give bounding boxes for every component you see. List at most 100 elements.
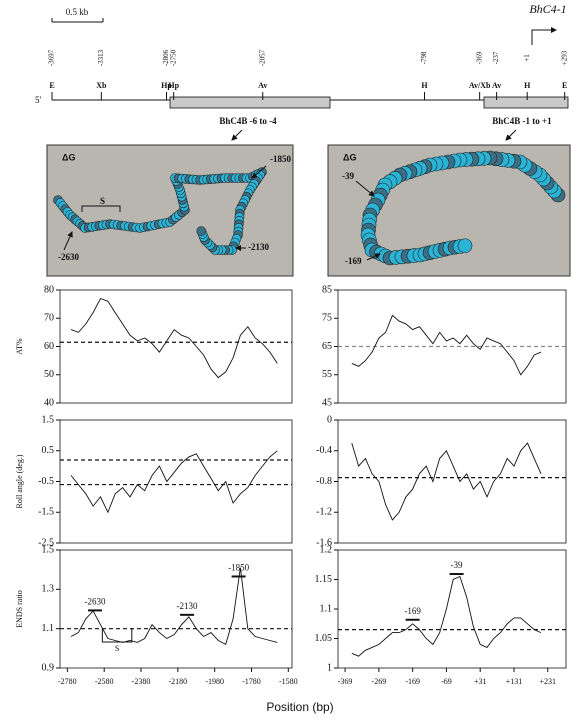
site-label: Xb [96, 81, 107, 90]
y-tick-label: 1 [327, 662, 332, 673]
y-tick-label: 1.2 [320, 544, 333, 555]
x-tick-label: -1980 [205, 677, 224, 686]
map-position: -2750 [169, 49, 177, 66]
plot-frame [59, 549, 293, 669]
y-tick-label: 1.1 [42, 623, 55, 634]
site-label: Av [258, 81, 267, 90]
y-tick-label: 0.9 [42, 662, 55, 673]
y-tick-label: -1.6 [316, 537, 332, 548]
peak-label: -2630 [84, 596, 105, 606]
site-label: E [562, 81, 567, 90]
site-label: Hp [168, 81, 179, 90]
image-label: -2630 [58, 252, 79, 262]
map-position: -369 [475, 51, 483, 64]
map-position: -2806 [162, 49, 170, 66]
y-tick-label: 1.5 [42, 544, 55, 555]
region-label: BhC4B -1 to +1 [492, 116, 552, 126]
y-tick-label: -2.5 [38, 537, 54, 548]
image-pointer [63, 231, 73, 251]
y-tick-label: 80 [44, 284, 54, 295]
y-tick-label: 0.5 [42, 445, 55, 456]
map-position: -3697 [48, 49, 56, 66]
image-label: -2130 [248, 242, 269, 252]
dna-bead [457, 238, 473, 254]
image-title: ΔG [343, 152, 356, 162]
x-tick-label: -2380 [132, 677, 151, 686]
x-tick-label: -2580 [95, 677, 114, 686]
data-line [351, 575, 542, 657]
y-tick-label: 1.05 [315, 633, 333, 644]
data-line [351, 442, 542, 521]
y-tick-label: 1.3 [42, 584, 55, 595]
plot-frame [337, 419, 567, 544]
data-line [351, 314, 542, 376]
map-position: -2057 [258, 49, 266, 66]
site-label: H [524, 81, 531, 90]
x-tick-label: -269 [372, 677, 387, 686]
x-tick-label: +31 [474, 677, 487, 686]
x-tick-label: -369 [338, 677, 353, 686]
peak-label: -2130 [177, 601, 198, 611]
y-tick-label: 0 [327, 414, 332, 425]
data-line [70, 567, 278, 646]
x-tick-label: -69 [441, 677, 452, 686]
y-axis-title: ENDS ratio [15, 590, 24, 628]
map-position: -237 [492, 51, 500, 64]
region-box [169, 96, 331, 109]
x-tick-label: -2180 [169, 677, 188, 686]
plot-frame [59, 419, 293, 544]
x-tick-label: +231 [540, 677, 557, 686]
map-position: +1 [523, 54, 531, 62]
x-tick-label: -1780 [242, 677, 261, 686]
y-tick-label: 1.5 [42, 414, 55, 425]
y-tick-label: 45 [322, 397, 332, 408]
peak-label: -1850 [228, 563, 249, 573]
x-tick-label: -169 [405, 677, 420, 686]
x-axis-title: Position (bp) [266, 700, 333, 714]
plot-frame [59, 289, 293, 404]
site-label: H [421, 81, 428, 90]
map-position: -3313 [97, 49, 105, 66]
five-prime: 5' [35, 95, 42, 105]
y-tick-label: -1.2 [316, 507, 332, 518]
site-label: Av [492, 81, 501, 90]
x-tick-label: -1580 [279, 677, 298, 686]
scale-bar-label: 0.5 kb [66, 7, 89, 17]
tss-arrow [531, 27, 557, 45]
y-tick-label: 85 [322, 284, 332, 295]
y-tick-label: 55 [322, 369, 332, 380]
site-label: E [49, 81, 54, 90]
region-label: BhC4B -6 to -4 [219, 116, 277, 126]
region-box [483, 96, 569, 109]
y-tick-label: 65 [322, 341, 332, 352]
image-label: S [100, 196, 105, 206]
image-label: -39 [342, 171, 354, 181]
dna-bead [196, 226, 207, 236]
y-tick-label: 50 [44, 369, 54, 380]
y-tick-label: -0.8 [316, 476, 332, 487]
span-bracket [101, 628, 133, 643]
data-line [70, 450, 278, 514]
y-tick-label: 75 [322, 313, 332, 324]
map-position: +293 [560, 50, 568, 65]
y-tick-label: 70 [44, 313, 54, 324]
image-pointer [355, 180, 375, 197]
y-tick-label: 40 [44, 397, 54, 408]
span-label: S [115, 644, 119, 653]
site-label: Av/Xb [469, 81, 491, 90]
image-pointer [251, 165, 267, 179]
y-axis-title: Roll angle (deg.) [15, 454, 24, 508]
x-tick-label: +131 [506, 677, 523, 686]
y-tick-label: -1.5 [38, 507, 54, 518]
site-label: Hp [161, 81, 172, 90]
y-tick-label: 60 [44, 341, 54, 352]
region-arrow [505, 129, 517, 141]
region-arrow [231, 129, 243, 141]
y-axis-title: AT% [15, 338, 24, 355]
peak-label: -39 [451, 560, 463, 570]
image-label: -169 [345, 256, 362, 266]
data-line [70, 297, 278, 379]
y-tick-label: 1.1 [320, 603, 333, 614]
